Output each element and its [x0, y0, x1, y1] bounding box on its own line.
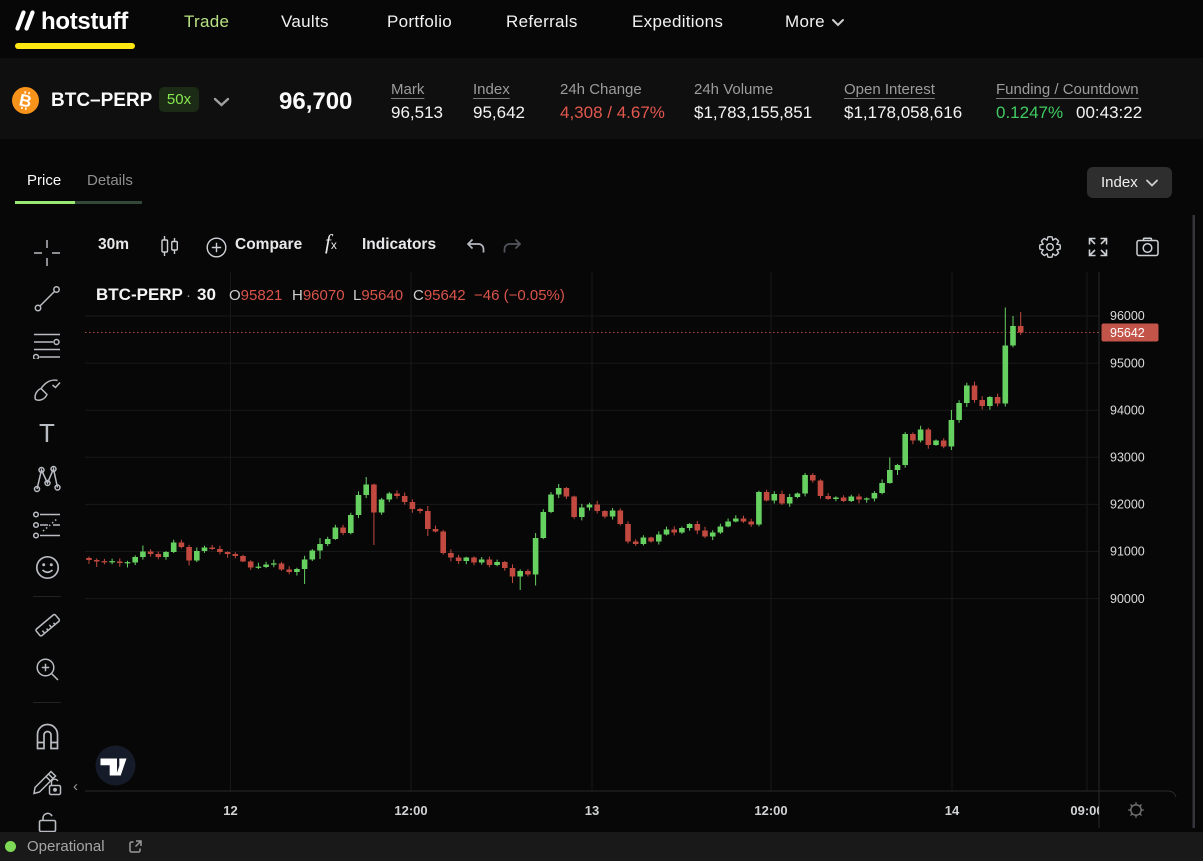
svg-text:C95642: C95642 — [413, 287, 466, 304]
svg-text:93000: 93000 — [1110, 451, 1145, 465]
svg-text:12:00: 12:00 — [754, 803, 787, 818]
svg-text:30: 30 — [197, 285, 216, 304]
svg-text:H96070: H96070 — [292, 287, 345, 304]
svg-text:T: T — [39, 421, 55, 446]
svg-text:‹: ‹ — [73, 778, 78, 795]
svg-text:L95640: L95640 — [353, 287, 403, 304]
svg-text:94000: 94000 — [1110, 403, 1145, 417]
svg-text:B: B — [17, 90, 33, 111]
svg-text:91000: 91000 — [1110, 545, 1145, 559]
svg-text:95642: 95642 — [1110, 326, 1145, 340]
svg-text:12:00: 12:00 — [394, 803, 427, 818]
svg-text:12: 12 — [223, 803, 237, 818]
svg-text:−46 (−0.05%): −46 (−0.05%) — [474, 287, 565, 304]
svg-text:96000: 96000 — [1110, 309, 1145, 323]
svg-text:13: 13 — [585, 803, 599, 818]
svg-text:95000: 95000 — [1110, 356, 1145, 370]
svg-text:09:00: 09:00 — [1070, 803, 1103, 818]
svg-text:92000: 92000 — [1110, 498, 1145, 512]
svg-text:·: · — [186, 287, 191, 304]
svg-text:90000: 90000 — [1110, 592, 1145, 606]
svg-text:14: 14 — [945, 803, 960, 818]
svg-text:BTC-PERP: BTC-PERP — [96, 285, 183, 304]
svg-text:O95821: O95821 — [229, 287, 282, 304]
